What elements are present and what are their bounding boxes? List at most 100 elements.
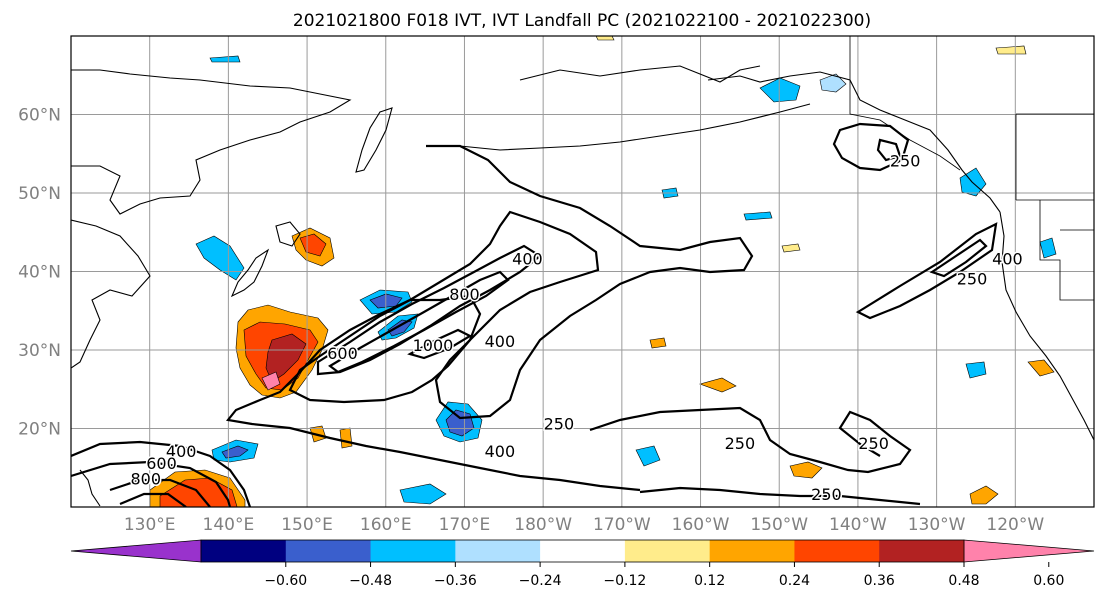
contour-value-label: 400 [992, 250, 1023, 269]
contour-value-label: 250 [957, 269, 988, 288]
contour-line-250 [225, 144, 754, 492]
contour-value-label: 250 [890, 152, 921, 171]
lon-tick-label: 160°E [360, 515, 412, 535]
contour-line-600 [316, 244, 542, 376]
figure-title: 2021021800 F018 IVT, IVT Landfall PC (20… [293, 11, 871, 31]
contour-value-label: 400 [512, 250, 543, 269]
contour-line-600 [109, 478, 211, 507]
contour-line-800 [119, 492, 187, 507]
contour-line-800 [328, 270, 510, 374]
contour-line-400 [71, 460, 232, 507]
lon-tick-label: 140°W [829, 515, 887, 535]
contour-line-250 [589, 406, 912, 474]
colorbar-tick-label: −0.24 [519, 573, 562, 589]
colorbar-tick-label: 0.12 [694, 573, 725, 589]
colorbar-tick-label: 0.48 [948, 573, 979, 589]
shade-positive-region [789, 461, 823, 479]
contour-value-label: 400 [485, 332, 516, 351]
lon-tick-label: 120°W [986, 515, 1044, 535]
graticule [71, 36, 1094, 507]
lon-tick-label: 130°E [124, 515, 176, 535]
coastline-philippines [79, 469, 101, 507]
contour-line-250 [832, 122, 910, 172]
shade-positive-region [339, 427, 353, 449]
coastline-asia [71, 69, 352, 215]
contour-value-label: 1000 [413, 336, 454, 355]
colorbar-outline [200, 539, 965, 563]
contour-line-1000 [407, 328, 473, 360]
contour-value-label: 800 [449, 285, 480, 304]
colorbar-segment [879, 540, 965, 562]
contour-value-label: 400 [166, 442, 197, 461]
shade-positive-region [699, 377, 737, 393]
border-usa-states [1039, 200, 1094, 301]
contour-line-400 [929, 238, 988, 278]
colorbar-tick-label: 0.36 [864, 573, 895, 589]
shade-positive-region [1027, 359, 1055, 377]
coastline-alaska [707, 71, 1001, 213]
lon-tick-label: 160°W [672, 515, 730, 535]
colorbar-tick-label: 0.24 [779, 573, 810, 589]
shade-negative-region [399, 483, 447, 505]
colorbar-segment [370, 540, 456, 562]
shade-positive-region [595, 36, 615, 41]
ivt-contours [71, 122, 998, 507]
contour-value-label: 400 [485, 442, 516, 461]
coastline-korea-china [71, 219, 151, 369]
contour-line-250 [855, 222, 998, 320]
colorbar-segment [285, 540, 372, 562]
shade-positive-region [265, 333, 307, 383]
colorbar-segment [794, 540, 880, 562]
coastline-chukotka [519, 65, 761, 83]
contour-value-label: 250 [811, 485, 842, 504]
shade-negative-region [195, 235, 245, 281]
lat-tick-label: 50°N [18, 184, 61, 204]
coastline-sakhalin-kamchatka [355, 107, 393, 173]
shade-negative-region [759, 77, 801, 103]
contour-line-250 [71, 440, 252, 507]
colorbar-segment [455, 540, 541, 562]
coastline-japan [230, 248, 270, 298]
shade-positive-region [995, 45, 1027, 55]
lon-tick-label: 140°E [203, 515, 255, 535]
shade-positive-region [261, 371, 281, 391]
colorbar-segment [201, 540, 287, 562]
colorbar-segment [624, 540, 711, 562]
contour-value-label: 250 [725, 434, 756, 453]
lon-tick-label: 170°W [593, 515, 651, 535]
colorbar-segment [540, 540, 626, 562]
colorbar-tick-label: 0.60 [1033, 573, 1064, 589]
contour-value-label: 250 [858, 434, 889, 453]
coastline-north-america [999, 211, 1094, 441]
lon-tick-label: 130°W [908, 515, 966, 535]
colorbar-segment [709, 540, 795, 562]
lat-tick-label: 60°N [18, 106, 61, 126]
lon-tick-label: 150°W [750, 515, 808, 535]
lon-tick-label: 150°E [281, 515, 333, 535]
contour-value-label: 250 [544, 415, 575, 434]
colorbar: −0.60 −0.48 −0.36 −0.24 −0.12 0.12 0.24 0.36 0.4… [70, 539, 1095, 589]
shade-negative-region [743, 211, 773, 221]
contour-line-400 [288, 210, 600, 404]
coastlines [71, 65, 1094, 507]
shade-positive-region [969, 485, 999, 505]
axis-labels: 20°N 30°N 40°N 50°N 60°N 130°E 140°E 150°E 160°E… [18, 106, 1044, 536]
lat-tick-label: 40°N [18, 263, 61, 283]
shade-negative-region [965, 361, 987, 379]
shade-positive-region [649, 337, 667, 349]
lat-tick-label: 30°N [18, 341, 61, 361]
colorbar-tick-label: −0.36 [434, 573, 477, 589]
colorbar-tick-label: −0.48 [349, 573, 392, 589]
shade-positive-region [299, 233, 327, 257]
shade-negative-region [635, 445, 661, 467]
lon-tick-label: 180°W [514, 515, 572, 535]
border-canada-provinces [1015, 113, 1094, 200]
contour-value-label: 600 [146, 454, 177, 473]
map-frame [70, 35, 1095, 508]
contour-value-label: 600 [327, 344, 358, 363]
colorbar-tick-label: −0.12 [603, 573, 646, 589]
contour-line-250 [639, 486, 921, 506]
